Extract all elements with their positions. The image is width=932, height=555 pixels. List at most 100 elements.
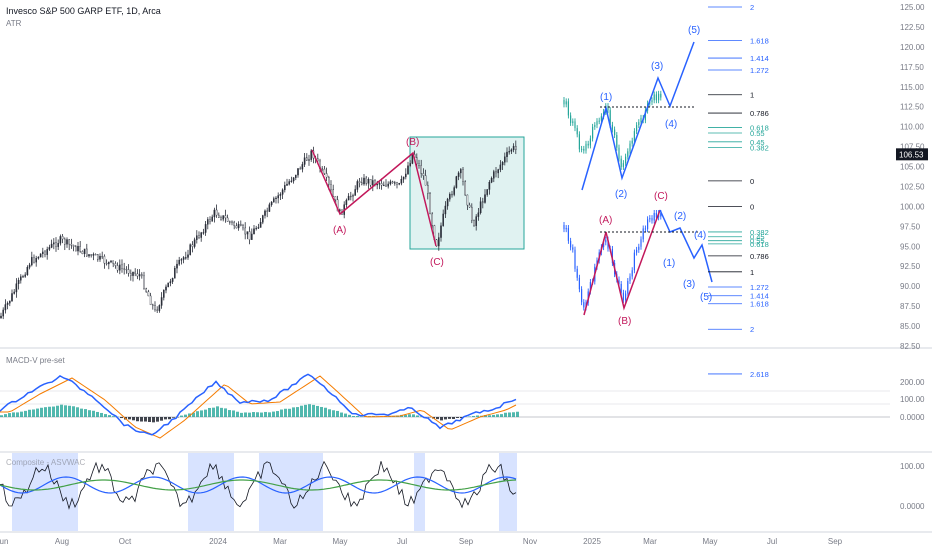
macd-histogram-bar (472, 416, 475, 417)
candle-body (568, 228, 569, 241)
candle-body (249, 232, 250, 240)
price-tick-label: 122.50 (900, 23, 925, 32)
candle-body (498, 170, 499, 173)
time-axis-label: Aug (55, 537, 69, 546)
candle-body (209, 219, 210, 221)
candle-body (366, 178, 367, 183)
candle-body (38, 257, 39, 258)
candle-body (592, 127, 593, 139)
macd-histogram-bar (160, 417, 163, 421)
time-axis-label: 2024 (209, 537, 227, 546)
macd-histogram-bar (156, 417, 159, 422)
candle-body (370, 179, 371, 185)
candle-body (636, 125, 637, 131)
fib-level-label: 1.618 (750, 37, 769, 46)
price-tick-label: 112.50 (900, 103, 924, 112)
macd-histogram-bar (24, 411, 27, 417)
candle-body (478, 213, 479, 217)
macd-histogram-bar (40, 408, 43, 417)
candle-body (278, 196, 279, 198)
price-tick-label: 102.50 (900, 182, 925, 191)
wave-label-c2: (C) (654, 191, 668, 202)
candle-body (570, 241, 571, 248)
candle-body (286, 184, 287, 185)
candle-body (242, 226, 243, 228)
fib-level-label: 0 (750, 202, 754, 211)
macd-histogram-bar (204, 410, 207, 417)
fib-level-label: 0 (750, 177, 754, 186)
candle-body (491, 178, 492, 182)
candle-body (416, 158, 417, 164)
candle-body (20, 277, 21, 281)
candle-body (651, 100, 652, 102)
candle-body (383, 185, 384, 186)
candle-body (473, 221, 474, 226)
candle-body (643, 228, 644, 239)
candle-body (16, 284, 17, 292)
price-tick-label: 95.00 (900, 242, 921, 251)
macd-histogram-bar (132, 417, 135, 420)
candle-body (465, 182, 466, 195)
candle-body (581, 289, 582, 302)
candle-body (502, 162, 503, 165)
candle-body (632, 270, 633, 276)
candle-body (141, 274, 142, 275)
candle-body (515, 146, 516, 149)
candle-body (143, 276, 144, 289)
candle-body (361, 183, 362, 184)
abc-projection-line (584, 210, 660, 315)
candle-body (355, 189, 356, 195)
candle-body (574, 121, 575, 128)
candle-body (289, 182, 290, 185)
macd-histogram-bar (220, 408, 223, 417)
candle-body (159, 305, 160, 310)
candle-body (636, 250, 637, 253)
macd-histogram-bar (92, 411, 95, 417)
candle-body (157, 310, 158, 311)
candle-body (621, 159, 622, 167)
candle-body (86, 249, 87, 256)
candle-body (218, 215, 219, 217)
candle-body (335, 196, 336, 199)
candle-body (447, 199, 448, 206)
candle-body (656, 94, 657, 100)
fib-level-label: 1 (750, 268, 754, 277)
macd-histogram-bar (148, 417, 151, 422)
fib-level-label: 1.272 (750, 66, 769, 75)
price-tick-label: 105.00 (900, 163, 925, 172)
candle-body (121, 265, 122, 269)
candle-body (577, 128, 578, 134)
price-tick-label: 87.50 (900, 302, 921, 311)
fib-level-label: 0.786 (750, 109, 769, 118)
macd-histogram-bar (496, 414, 499, 417)
candle-body (660, 94, 661, 98)
macd-histogram-bar (144, 417, 147, 422)
macd-histogram-bar (344, 414, 347, 417)
candle-body (58, 243, 59, 246)
candle-body (605, 240, 606, 243)
macd-histogram-bar (456, 417, 459, 418)
candle-body (377, 184, 378, 185)
candle-body (77, 246, 78, 251)
candle-body (234, 222, 235, 226)
fib-level-label: 1.618 (750, 300, 769, 309)
candle-body (152, 305, 153, 306)
candle-body (187, 255, 188, 258)
macd-histogram-bar (0, 415, 3, 417)
candle-body (176, 264, 177, 268)
candle-body (392, 182, 393, 183)
candle-body (640, 239, 641, 246)
macd-histogram-bar (236, 412, 239, 417)
candle-body (69, 240, 70, 245)
candle-body (196, 236, 197, 240)
candle-body (135, 272, 136, 274)
candle-body (64, 239, 65, 244)
candle-body (88, 254, 89, 256)
candle-body (14, 292, 15, 294)
candle-body (110, 261, 111, 262)
macd-histogram-bar (240, 413, 243, 417)
candle-body (513, 146, 514, 150)
wave-label-c: (C) (430, 257, 444, 268)
candle-body (311, 151, 312, 160)
macd-histogram-bar (452, 417, 455, 419)
